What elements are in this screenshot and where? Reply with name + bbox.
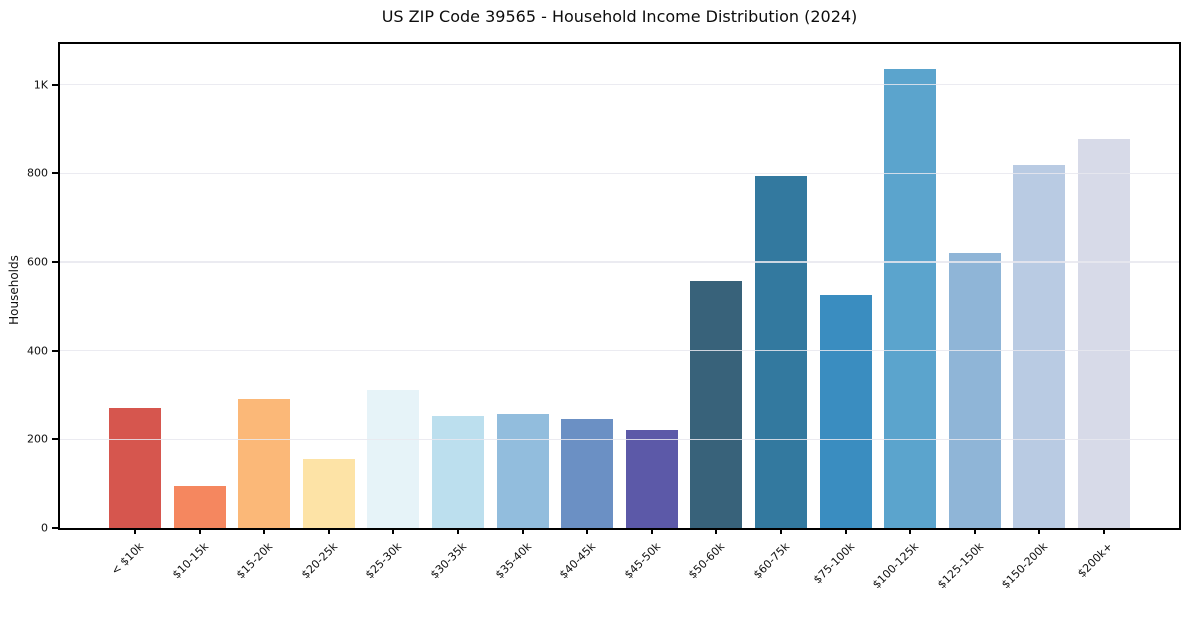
chart-canvas: US ZIP Code 39565 - Household Income Dis… [7, 7, 1181, 592]
y-tick-label: 200 [27, 432, 48, 446]
bar [690, 280, 743, 528]
x-tick-mark [134, 528, 136, 534]
x-tick-mark [198, 528, 201, 534]
bar [755, 175, 807, 528]
y-tick-mark [52, 172, 58, 175]
y-tick-label: 0 [41, 521, 48, 535]
y-tick-label: 400 [27, 344, 48, 358]
x-tick-mark [715, 528, 718, 534]
x-tick-mark [392, 528, 395, 534]
bar [432, 415, 484, 528]
y-tick-mark [52, 527, 58, 529]
bar [819, 295, 872, 528]
bar [625, 430, 678, 528]
x-tick-mark [457, 528, 459, 534]
y-tick-mark [52, 438, 58, 441]
gridline [60, 84, 1179, 86]
y-tick-label: 600 [27, 255, 48, 269]
y-tick-label: 800 [27, 166, 48, 180]
x-tick-mark [263, 528, 266, 534]
bar [948, 253, 1001, 528]
gridline [60, 438, 1179, 441]
bar [884, 68, 937, 528]
bar [173, 485, 226, 528]
gridline [60, 172, 1179, 175]
x-tick-mark [1038, 528, 1041, 534]
y-tick-mark [52, 349, 58, 352]
chart-title: US ZIP Code 39565 - Household Income Dis… [381, 7, 858, 26]
bar [109, 408, 161, 528]
gridline [60, 261, 1179, 263]
bar [238, 399, 291, 528]
x-tick-mark [586, 528, 589, 534]
y-tick-mark [52, 261, 58, 264]
bar [302, 459, 355, 528]
x-tick-mark [1103, 528, 1105, 534]
x-tick-mark [521, 528, 524, 534]
x-tick-mark [327, 528, 330, 534]
bar [496, 413, 549, 528]
bar [561, 419, 614, 528]
y-tick-mark [52, 83, 58, 86]
bar [1078, 138, 1130, 528]
x-tick-mark [973, 528, 976, 534]
x-tick-mark [909, 528, 912, 534]
x-tick-mark [780, 528, 782, 534]
bar [367, 389, 420, 528]
bar [1013, 165, 1066, 528]
gridline [60, 350, 1179, 352]
y-tick-label: 1K [33, 78, 48, 92]
x-tick-mark [844, 528, 847, 534]
x-tick-mark [650, 528, 653, 534]
